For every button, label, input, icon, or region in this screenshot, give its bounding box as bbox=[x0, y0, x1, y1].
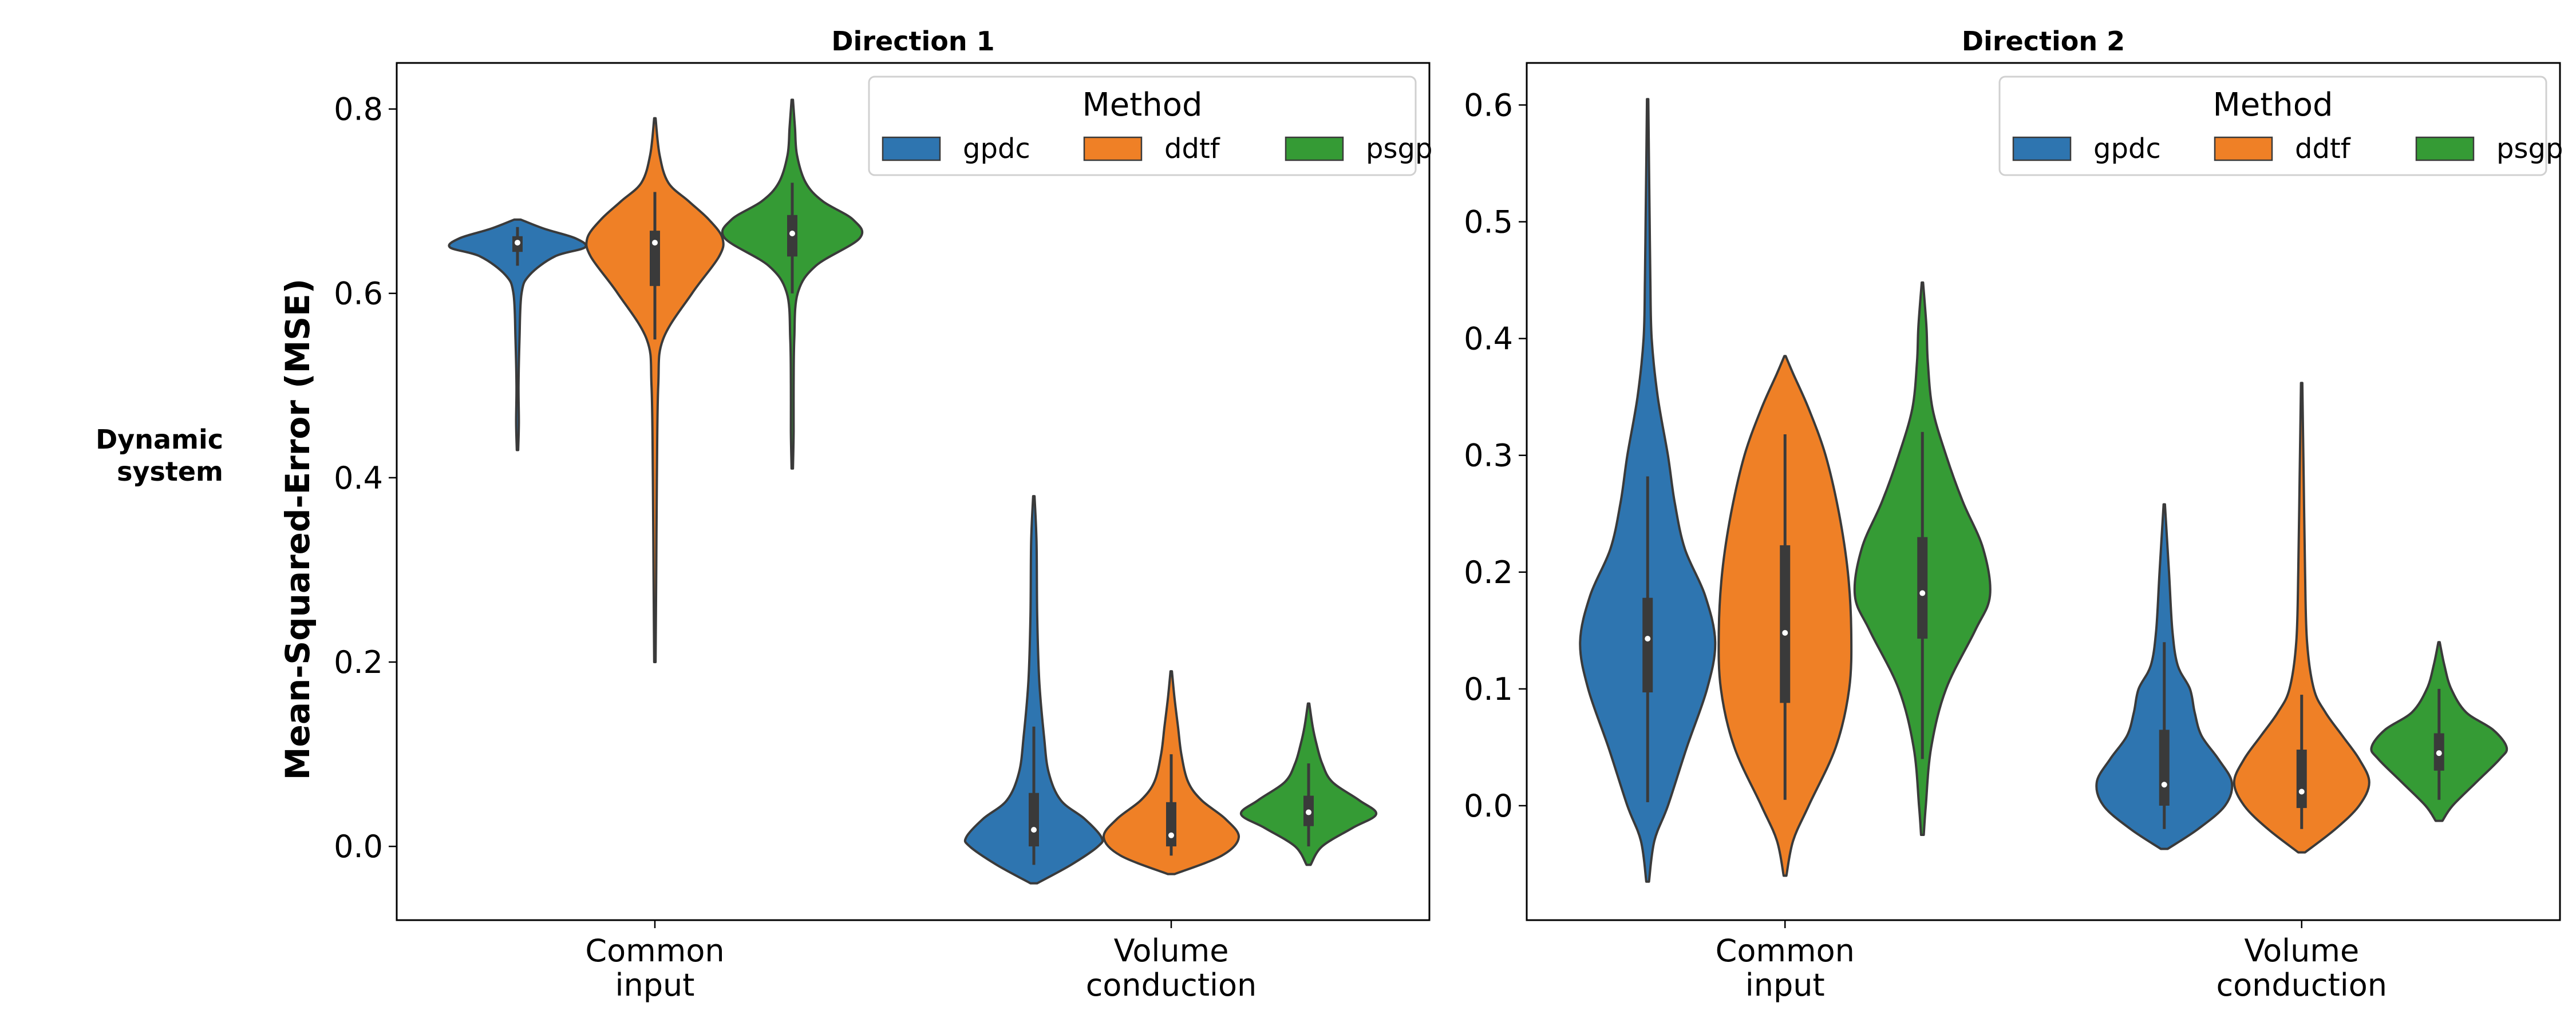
violin-median bbox=[1919, 590, 1926, 596]
violin-ddtf-1 bbox=[1717, 355, 1853, 877]
y-tick-label: 0.6 bbox=[334, 276, 383, 312]
violin-psgp-1 bbox=[1853, 281, 1992, 836]
violin-body bbox=[448, 218, 587, 451]
legend-label-gpdc: gpdc bbox=[2093, 133, 2161, 165]
row-label-line-2: system bbox=[117, 456, 223, 487]
violin-gpdc-2 bbox=[963, 495, 1104, 885]
violin-body bbox=[963, 495, 1104, 885]
violin-iqr-box bbox=[1780, 545, 1791, 703]
legend-frame bbox=[868, 76, 1417, 176]
row-label-line-1: Dynamic bbox=[96, 424, 223, 455]
panel-title: Direction 1 bbox=[831, 26, 994, 57]
violin-median bbox=[2298, 789, 2305, 795]
violin-ddtf-2 bbox=[1103, 670, 1240, 876]
violin-gpdc-1 bbox=[448, 218, 587, 451]
violin-psgp-2 bbox=[1239, 702, 1378, 866]
y-tick-label: 0.2 bbox=[1464, 554, 1513, 591]
legend-frame bbox=[1998, 76, 2547, 176]
violin-median bbox=[1645, 636, 1651, 642]
y-tick-label: 0.1 bbox=[1464, 671, 1513, 707]
plot-frame bbox=[396, 62, 1431, 921]
y-tick-label: 0.0 bbox=[1464, 788, 1513, 824]
violin-gpdc-2 bbox=[2095, 503, 2234, 850]
legend-label-gpdc: gpdc bbox=[963, 133, 1030, 165]
y-tick-label: 0.4 bbox=[334, 460, 383, 496]
violin-median bbox=[2436, 750, 2442, 756]
legend-swatch-gpdc bbox=[882, 136, 941, 161]
violin-median bbox=[652, 240, 658, 246]
legend-label-psgp: psgp bbox=[1366, 133, 1432, 165]
legend-title: Method bbox=[2212, 86, 2333, 124]
y-tick-label: 0.8 bbox=[334, 92, 383, 128]
x-tick-label: Volume conduction bbox=[2216, 933, 2387, 1003]
legend: Method gpdc ddtf psgp bbox=[1998, 76, 2563, 176]
violin-iqr-box bbox=[2296, 750, 2307, 809]
violin-median bbox=[1782, 629, 1788, 636]
legend-label-psgp: psgp bbox=[2496, 133, 2563, 165]
panel-2: Direction 2 0.0 0.1 0.2 0.3 0.4 0.5 0.6 Common in… bbox=[1464, 26, 2563, 1003]
legend-swatch-ddtf bbox=[2214, 136, 2273, 161]
violin-body bbox=[2233, 382, 2370, 854]
violin-iqr-box bbox=[1029, 793, 1039, 847]
legend-label-ddtf: ddtf bbox=[2295, 133, 2351, 165]
x-tick-label: Common input bbox=[585, 933, 724, 1003]
legend-swatch-psgp bbox=[2415, 136, 2475, 161]
violin-median bbox=[1031, 827, 1037, 833]
violin-psgp-2 bbox=[2370, 641, 2508, 822]
y-tick-label: 0.0 bbox=[334, 829, 383, 865]
legend: Method gpdc ddtf psgp bbox=[868, 76, 1432, 176]
violin-psgp-1 bbox=[721, 98, 864, 470]
x-tick-label: Common input bbox=[1716, 933, 1855, 1003]
y-tick-label: 0.6 bbox=[1464, 87, 1513, 123]
violin-ddtf-1 bbox=[585, 117, 725, 663]
x-tick-label: Volume conduction bbox=[1086, 933, 1257, 1003]
y-tick-label: 0.3 bbox=[1464, 438, 1513, 474]
panel-title: Direction 2 bbox=[1962, 26, 2125, 57]
y-tick-label: 0.5 bbox=[1464, 204, 1513, 240]
violin-gpdc-1 bbox=[1579, 98, 1717, 883]
legend-swatch-gpdc bbox=[2012, 136, 2072, 161]
y-tick-label: 0.2 bbox=[334, 644, 383, 680]
violin-ddtf-2 bbox=[2233, 382, 2370, 854]
violin-iqr-box bbox=[1166, 802, 1176, 847]
y-tick-label: 0.4 bbox=[1464, 321, 1513, 357]
legend-label-ddtf: ddtf bbox=[1164, 133, 1220, 165]
legend-swatch-ddtf bbox=[1083, 136, 1143, 161]
panel-1: Direction 1 0.0 0.2 0.4 0.6 0.8 Common input Vol… bbox=[334, 26, 1432, 1003]
row-label: Dynamic system bbox=[34, 423, 223, 488]
violin-body bbox=[585, 117, 725, 663]
violin-median bbox=[1168, 832, 1174, 838]
violin-median bbox=[2161, 782, 2167, 788]
y-axis-label: Mean-Squared-Error (MSE) bbox=[278, 279, 317, 780]
legend-title: Method bbox=[1082, 86, 1202, 124]
violin-iqr-box bbox=[1642, 597, 1653, 693]
violin-iqr-box bbox=[1917, 537, 1928, 639]
violin-median bbox=[1306, 809, 1311, 815]
plot-frame bbox=[1526, 62, 2561, 921]
violin-median bbox=[789, 230, 795, 236]
violin-median bbox=[515, 240, 520, 246]
violin-iqr-box bbox=[650, 231, 660, 286]
legend-swatch-psgp bbox=[1285, 136, 1344, 161]
violin-iqr-box bbox=[2159, 730, 2170, 806]
